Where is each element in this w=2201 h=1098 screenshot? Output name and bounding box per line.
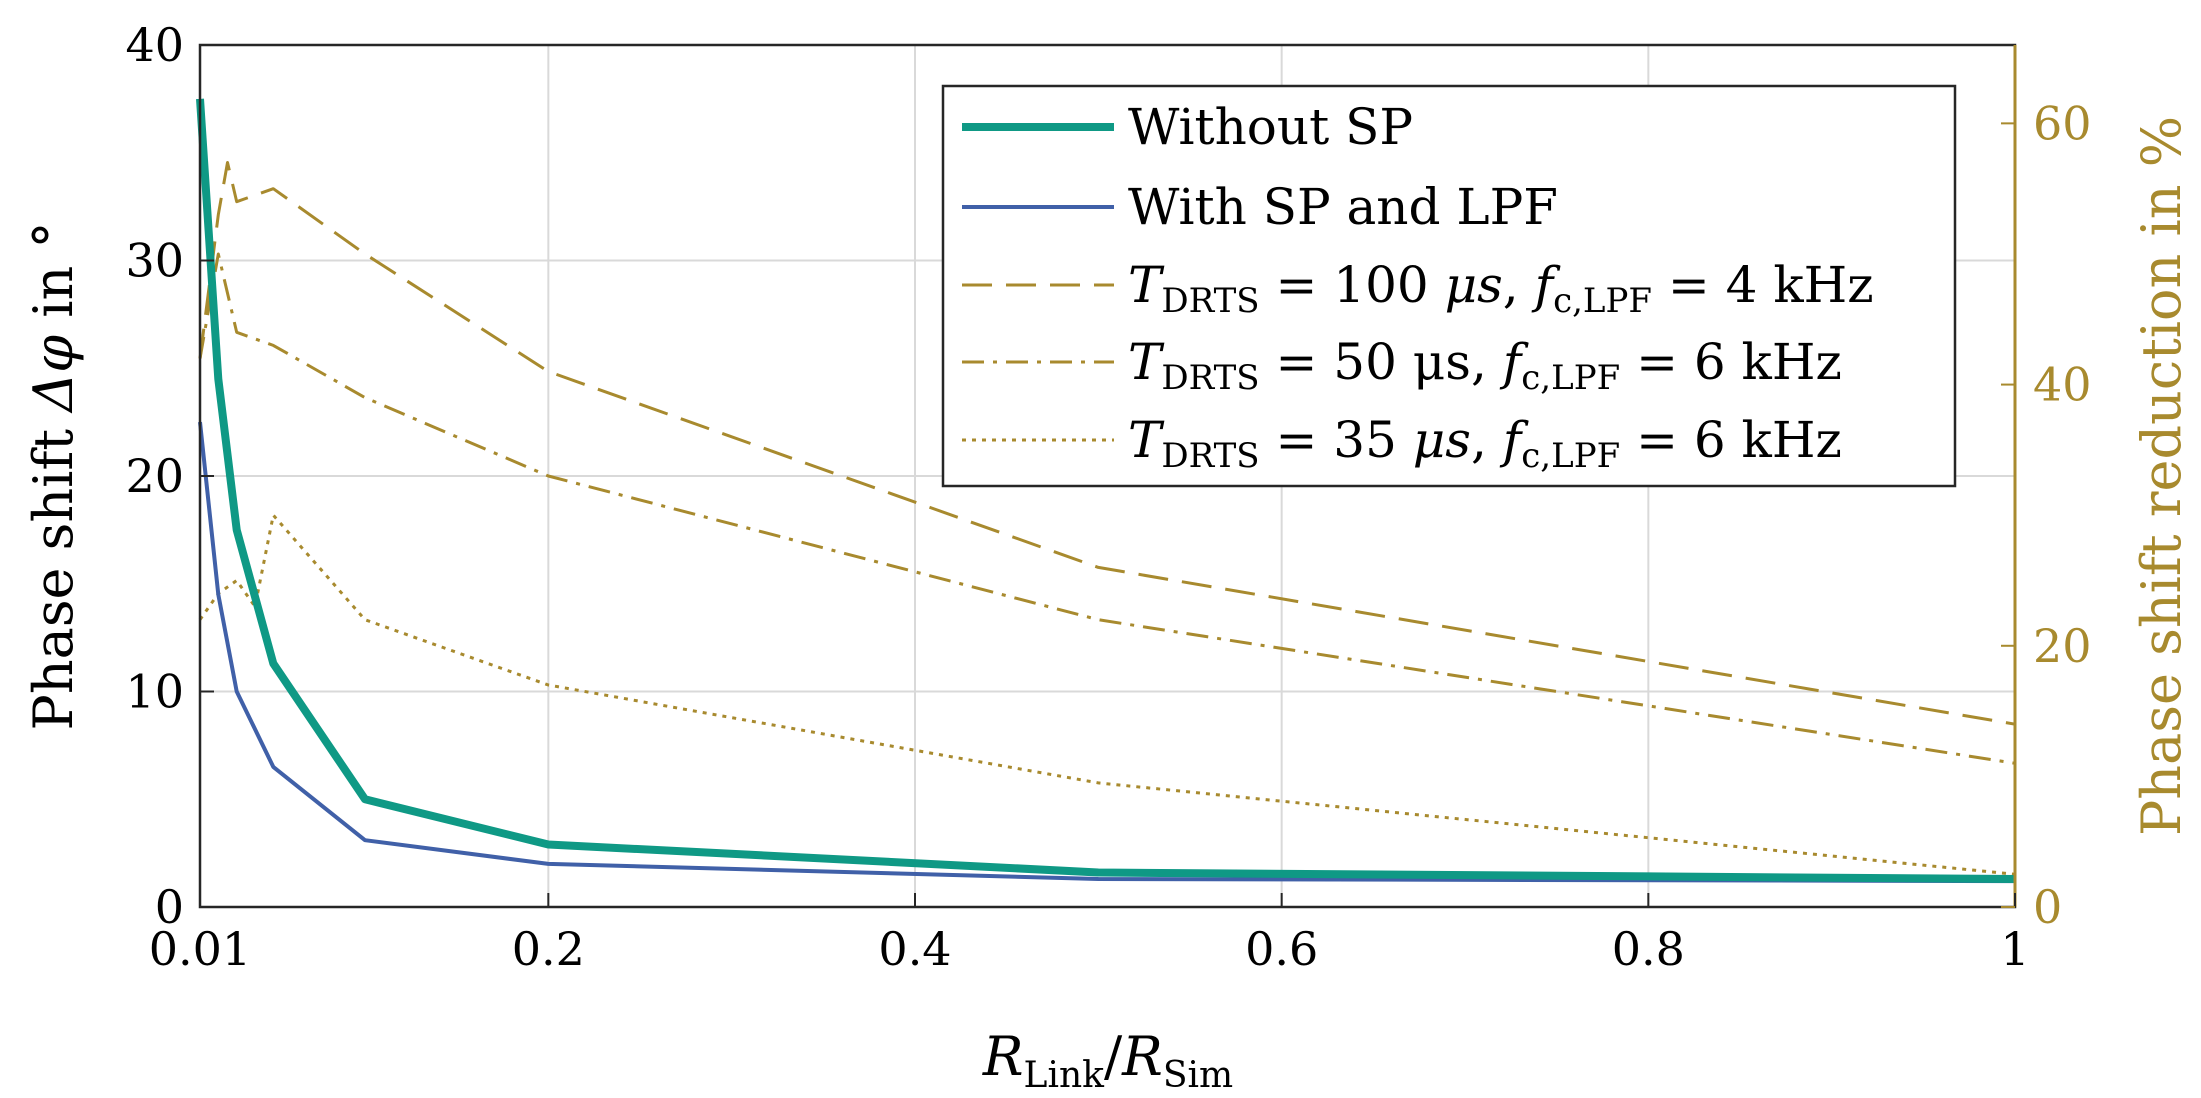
legend-35us-t: T xyxy=(1128,411,1165,469)
x-tick-label: 0.01 xyxy=(149,922,251,976)
y-axis-title-text: Phase shift xyxy=(22,412,85,731)
legend-35us-eq2: = 6 kHz xyxy=(1620,411,1842,469)
legend-50us-t: T xyxy=(1128,333,1165,391)
legend-label-100us: TDRTS = 100 μs, fc,LPF = 4 kHz xyxy=(1128,256,1874,321)
series-50us xyxy=(198,252,2016,765)
legend-50us-eq2: = 6 kHz xyxy=(1620,333,1842,391)
y2-tick-label: 20 xyxy=(2033,619,2092,673)
series-without-sp xyxy=(196,98,2016,883)
y-tick-label: 20 xyxy=(125,449,184,503)
x-tick-label: 1 xyxy=(2000,922,2029,976)
x-tick-label: 0.6 xyxy=(1245,922,1318,976)
y-tick-label: 40 xyxy=(125,18,184,72)
x-axis-title-sub1: Link xyxy=(1024,1055,1106,1096)
y-tick-label: 30 xyxy=(125,234,184,288)
legend-50us-eq: = 50 xyxy=(1260,333,1413,391)
x-tick-label: 0.4 xyxy=(878,922,951,976)
legend-35us-t-sub: DRTS xyxy=(1161,436,1259,476)
x-axis-title-r1: R xyxy=(982,1025,1024,1088)
legend-100us-sep: , xyxy=(1503,256,1535,314)
legend-label-with-sp-lpf: With SP and LPF xyxy=(1128,178,1558,236)
y2-tick-label: 0 xyxy=(2033,880,2062,934)
legend-100us-unit: μs xyxy=(1445,256,1503,314)
legend-50us-unit: μs xyxy=(1413,333,1471,391)
y-axis-title: Phase shift Δφ in ° xyxy=(22,222,85,731)
y-tick-label: 0 xyxy=(155,880,184,934)
legend[interactable]: Without SP With SP and LPF TDRTS = 100 μ… xyxy=(941,84,1957,488)
series-lines xyxy=(196,98,2016,884)
legend-100us-t-sub: DRTS xyxy=(1161,281,1259,321)
x-tick-label: 0.8 xyxy=(1612,922,1685,976)
legend-100us-f-sub: c,LPF xyxy=(1553,281,1652,321)
legend-label-without-sp: Without SP xyxy=(1128,98,1413,156)
legend-50us-sep: , xyxy=(1471,333,1503,391)
legend-50us-t-sub: DRTS xyxy=(1161,358,1259,398)
legend-35us-unit: μs xyxy=(1413,411,1471,469)
legend-100us-eq: = 100 xyxy=(1260,256,1445,314)
legend-label-50us: TDRTS = 50 μs, fc,LPF = 6 kHz xyxy=(1128,333,1842,398)
legend-35us-eq: = 35 xyxy=(1260,411,1413,469)
legend-35us-f-sub: c,LPF xyxy=(1521,436,1620,476)
legend-50us-f-sub: c,LPF xyxy=(1521,358,1620,398)
x-axis-title-slash: / xyxy=(1104,1025,1123,1088)
y-axis-title-symbol: Δφ xyxy=(22,335,85,414)
y2-tick-label: 40 xyxy=(2033,358,2092,412)
y2-axis-title: Phase shift reduction in % xyxy=(2130,116,2193,836)
y-tick-label: 10 xyxy=(125,665,184,719)
x-tick-label: 0.2 xyxy=(512,922,585,976)
x-axis-title-sub2: Sim xyxy=(1163,1055,1233,1096)
legend-100us-t: T xyxy=(1128,256,1165,314)
y2-tick-label: 60 xyxy=(2033,96,2092,150)
series-100us xyxy=(198,161,2016,726)
y-axis-title-suffix: in ° xyxy=(22,222,85,335)
legend-100us-eq2: = 4 kHz xyxy=(1652,256,1874,314)
x-axis-title-r2: R xyxy=(1121,1025,1163,1088)
legend-35us-sep: , xyxy=(1471,411,1503,469)
x-axis-title: RLink/RSim xyxy=(982,1025,1233,1096)
series-with-sp-lpf xyxy=(198,421,2016,884)
